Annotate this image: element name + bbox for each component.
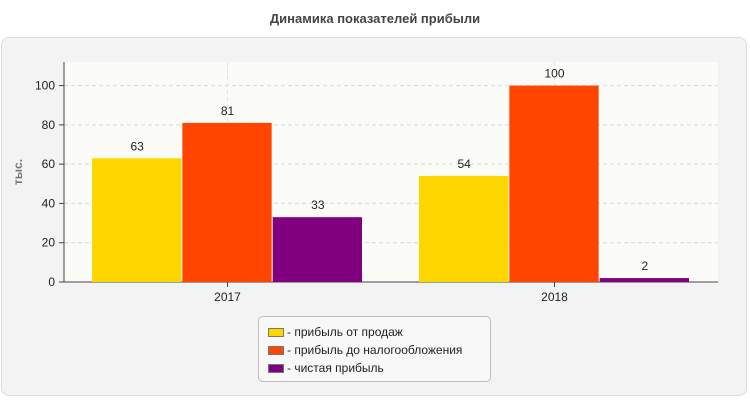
- data-label: 81: [221, 104, 235, 118]
- x-tick-label: 2018: [541, 290, 568, 304]
- bar: [182, 122, 272, 283]
- y-axis-label: тыс.: [11, 159, 25, 185]
- bar: [419, 175, 509, 282]
- y-tick-label: 60: [42, 157, 56, 171]
- data-label: 63: [130, 139, 144, 153]
- legend-label: - чистая прибыль: [287, 361, 384, 375]
- legend-swatch: [268, 363, 284, 373]
- legend-item: - чистая прибыль: [268, 359, 490, 377]
- chart-title: Динамика показателей прибыли: [269, 11, 481, 26]
- legend-swatch: [268, 345, 284, 355]
- legend-item: - прибыль от продаж: [268, 323, 490, 341]
- y-tick-label: 40: [42, 196, 56, 210]
- legend-label: - прибыль от продаж: [287, 325, 403, 339]
- data-label: 100: [544, 67, 564, 81]
- legend-swatch: [268, 327, 284, 337]
- legend-label: - прибыль до налогообложения: [287, 343, 463, 357]
- bar: [272, 217, 362, 282]
- y-tick-label: 100: [35, 79, 55, 93]
- y-tick-label: 20: [42, 236, 56, 250]
- data-label: 2: [641, 259, 648, 273]
- bar: [599, 278, 689, 282]
- y-tick-label: 80: [42, 118, 56, 132]
- bar: [509, 85, 599, 282]
- legend-item: - прибыль до налогообложения: [268, 341, 490, 359]
- x-tick-label: 2017: [214, 290, 241, 304]
- data-label: 54: [457, 157, 471, 171]
- chart-legend: - прибыль от продаж - прибыль до налогооб…: [258, 316, 491, 382]
- data-label: 33: [311, 198, 325, 212]
- y-tick-label: 0: [48, 275, 55, 289]
- bar: [92, 158, 182, 282]
